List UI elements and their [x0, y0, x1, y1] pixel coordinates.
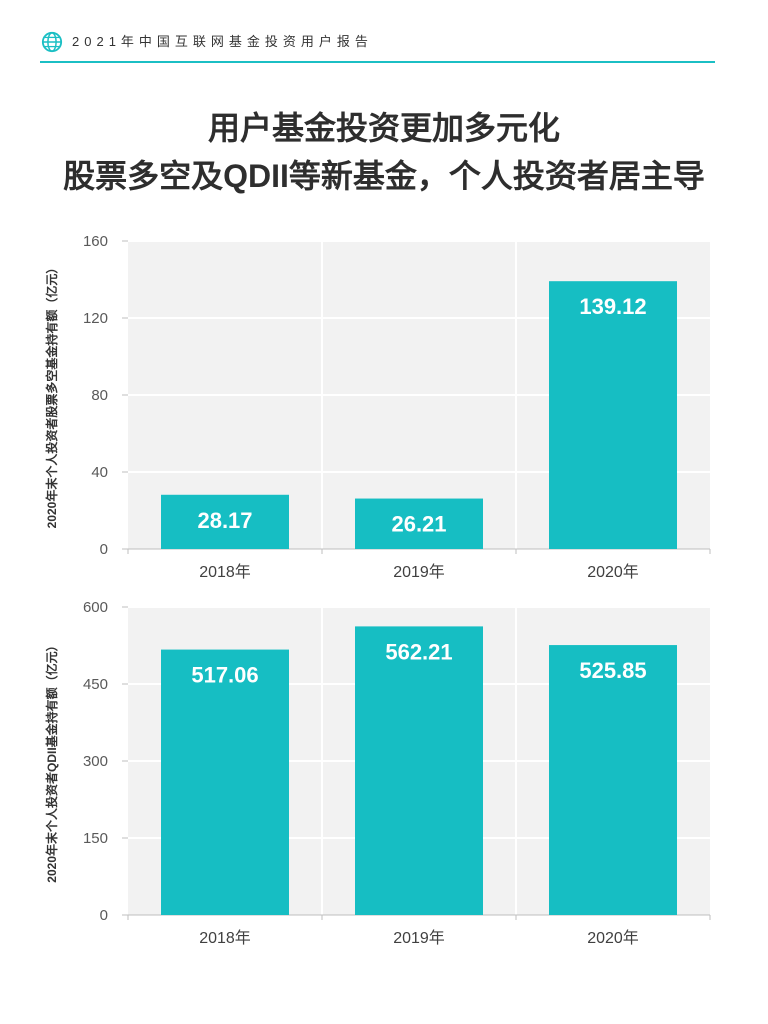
y-tick-label: 160 — [83, 233, 108, 250]
y-tick-label: 0 — [100, 541, 108, 558]
y-tick-label: 120 — [83, 310, 108, 327]
y-tick-label: 150 — [83, 830, 108, 847]
bar — [161, 649, 289, 915]
y-tick-label: 0 — [100, 907, 108, 924]
y-tick-label: 450 — [83, 676, 108, 693]
x-tick-label: 2020年 — [587, 563, 639, 581]
bar — [355, 626, 483, 915]
chart-stock-long-short-fund-holdings: 0 40 80 120 160 28.17 2018年 26.21 2019年 139.12 202… — [44, 233, 711, 581]
headline: 用户基金投资更加多元化 股票多空及QDII等新基金，个人投资者居主导 — [0, 104, 768, 200]
bar — [355, 498, 483, 549]
x-tick-label: 2019年 — [393, 929, 445, 947]
y-axis-label: 2020年末个人投资者QDII基金持有额（亿元） — [44, 639, 59, 882]
x-tick-label: 2020年 — [587, 929, 639, 947]
bar-value-label: 139.12 — [579, 294, 646, 319]
bar-value-label: 28.17 — [197, 508, 252, 533]
headline-line-1: 用户基金投资更加多元化 — [207, 110, 560, 146]
y-tick-label: 300 — [83, 753, 108, 770]
globe-icon — [41, 31, 63, 53]
header-divider — [40, 61, 715, 63]
bar — [549, 281, 677, 549]
y-axis-label: 2020年末个人投资者股票多空基金持有额（亿元） — [44, 262, 59, 529]
bar — [161, 494, 289, 549]
y-tick-label: 80 — [91, 387, 108, 404]
bar-value-label: 525.85 — [579, 658, 646, 683]
report-title: 2021年中国互联网基金投资用户报告 — [72, 34, 373, 49]
bar-value-label: 562.21 — [385, 639, 452, 664]
x-tick-label: 2019年 — [393, 563, 445, 581]
x-tick-label: 2018年 — [199, 929, 251, 947]
chart-qdii-fund-holdings: 0 150 300 450 600 517.06 2018年 562.21 2019年 525.8… — [44, 599, 711, 947]
bar — [549, 645, 677, 915]
bar-value-label: 517.06 — [191, 663, 258, 688]
bar-value-label: 26.21 — [391, 512, 446, 537]
headline-line-2: 股票多空及QDII等新基金，个人投资者居主导 — [63, 158, 705, 194]
y-tick-label: 600 — [83, 599, 108, 616]
globe-icon-graphic — [41, 31, 63, 53]
x-tick-label: 2018年 — [199, 563, 251, 581]
y-tick-label: 40 — [91, 464, 108, 481]
